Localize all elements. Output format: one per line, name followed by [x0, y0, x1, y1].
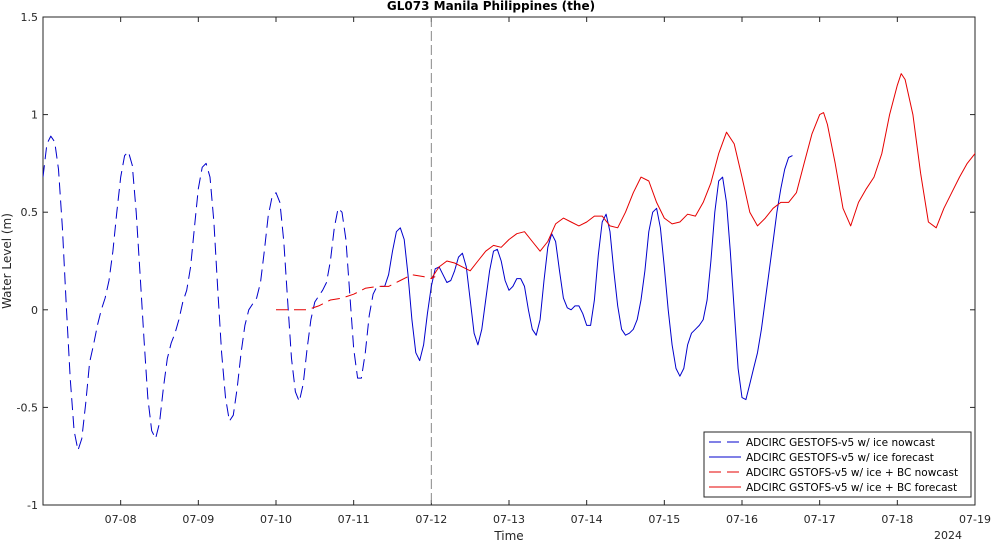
y-tick-label: 1.5 [21, 11, 39, 24]
legend: ADCIRC GESTOFS-v5 w/ ice nowcast ADCIRC G… [703, 431, 972, 498]
x-tick-label: 07-09 [182, 513, 214, 526]
series-lines [43, 73, 975, 451]
x-tick-label: 07-18 [881, 513, 913, 526]
x-axis: 07-08 07-09 07-10 07-11 07-12 07-13 07-14 07-15… [105, 17, 991, 526]
legend-entry: ADCIRC GSTOFS-v5 w/ ice + BC nowcast [746, 467, 958, 479]
plot-area [42, 16, 976, 506]
x-tick-label: 07-11 [338, 513, 370, 526]
x-tick-label: 07-17 [804, 513, 836, 526]
legend-entry: ADCIRC GESTOFS-v5 w/ ice forecast [746, 452, 934, 464]
legend-box [703, 431, 972, 498]
y-tick-label: 0 [31, 304, 38, 317]
series-line-2 [384, 155, 793, 401]
x-tick-label: 07-10 [260, 513, 292, 526]
y-tick-label: 1 [31, 109, 38, 122]
x-tick-label: 07-19 [959, 513, 991, 526]
y-tick-label: 0.5 [21, 206, 39, 219]
x-tick-label: 07-15 [648, 513, 680, 526]
x-tick-label: 07-12 [415, 513, 447, 526]
series-line-1 [43, 135, 385, 451]
x-tick-label: 07-08 [105, 513, 137, 526]
y-axis-label: Water Level (m) [0, 213, 14, 309]
chart-title: GL073 Manila Philippines (the) [387, 0, 595, 13]
x-axis-label: Time [493, 529, 523, 541]
y-tick-label: -1 [27, 499, 38, 512]
x-tick-label: 07-13 [493, 513, 525, 526]
y-axis: -1 -0.5 0 0.5 1 1.5 [17, 11, 975, 512]
series-line-4 [430, 73, 975, 279]
legend-entry: ADCIRC GESTOFS-v5 w/ ice nowcast [746, 437, 935, 449]
y-tick-label: -0.5 [17, 401, 38, 414]
series-line-3 [276, 274, 436, 311]
x-tick-label: 07-14 [571, 513, 603, 526]
x-axis-year-label: 2024 [934, 529, 962, 541]
x-tick-label: 07-16 [726, 513, 758, 526]
legend-entry: ADCIRC GSTOFS-v5 w/ ice + BC forecast [746, 482, 957, 494]
